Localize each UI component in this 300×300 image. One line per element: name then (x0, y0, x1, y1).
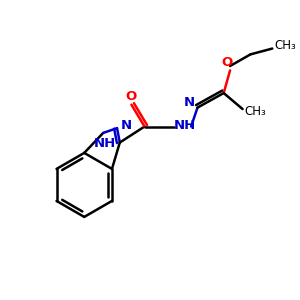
Text: CH₃: CH₃ (245, 106, 267, 118)
Text: N: N (121, 119, 132, 132)
Text: O: O (125, 90, 136, 103)
Text: CH₃: CH₃ (274, 39, 296, 52)
Text: NH: NH (94, 137, 116, 151)
Text: O: O (221, 56, 232, 69)
Text: NH: NH (173, 118, 196, 132)
Text: N: N (184, 96, 195, 109)
